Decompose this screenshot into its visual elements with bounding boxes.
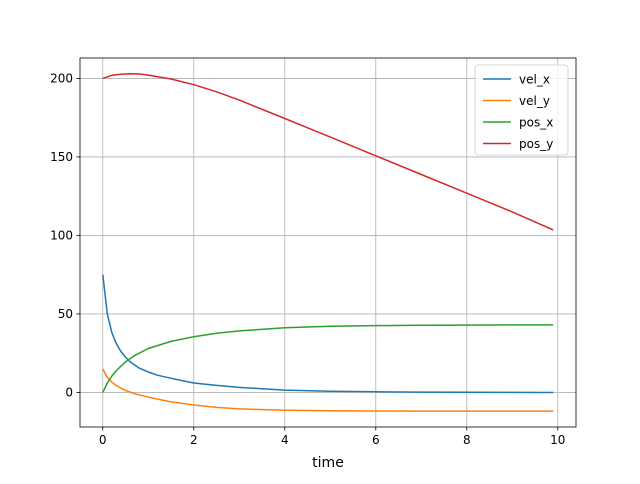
y-tick-label: 0 [65, 385, 73, 399]
legend-label: vel_x [519, 73, 550, 87]
y-tick-label: 150 [50, 150, 73, 164]
x-tick-label: 6 [372, 433, 380, 447]
legend-label: pos_y [519, 137, 553, 151]
legend-label: vel_y [519, 94, 550, 108]
series-lines [102, 72, 554, 412]
y-tick-label: 50 [58, 307, 73, 321]
series-line-vel-y [102, 368, 554, 412]
x-tick-label: 8 [463, 433, 471, 447]
series-line-pos-y [102, 72, 554, 231]
x-axis-ticks: 0 2 4 6 8 10 [99, 427, 565, 447]
plot-frame [79, 57, 577, 428]
legend-box [474, 64, 569, 156]
legend: vel_x vel_y pos_x pos_y [474, 64, 569, 156]
series-line-vel-x [102, 274, 554, 394]
series-line-pos-x [102, 324, 554, 393]
x-tick-label: 2 [190, 433, 198, 447]
legend-label: pos_x [519, 116, 553, 130]
y-tick-label: 100 [50, 228, 73, 242]
x-axis-label: time [312, 455, 344, 471]
y-tick-label: 200 [50, 71, 73, 85]
y-axis-ticks: 0 50 100 150 200 [50, 71, 80, 399]
x-tick-label: 4 [281, 433, 289, 447]
x-tick-label: 0 [99, 433, 107, 447]
x-tick-label: 10 [550, 433, 565, 447]
